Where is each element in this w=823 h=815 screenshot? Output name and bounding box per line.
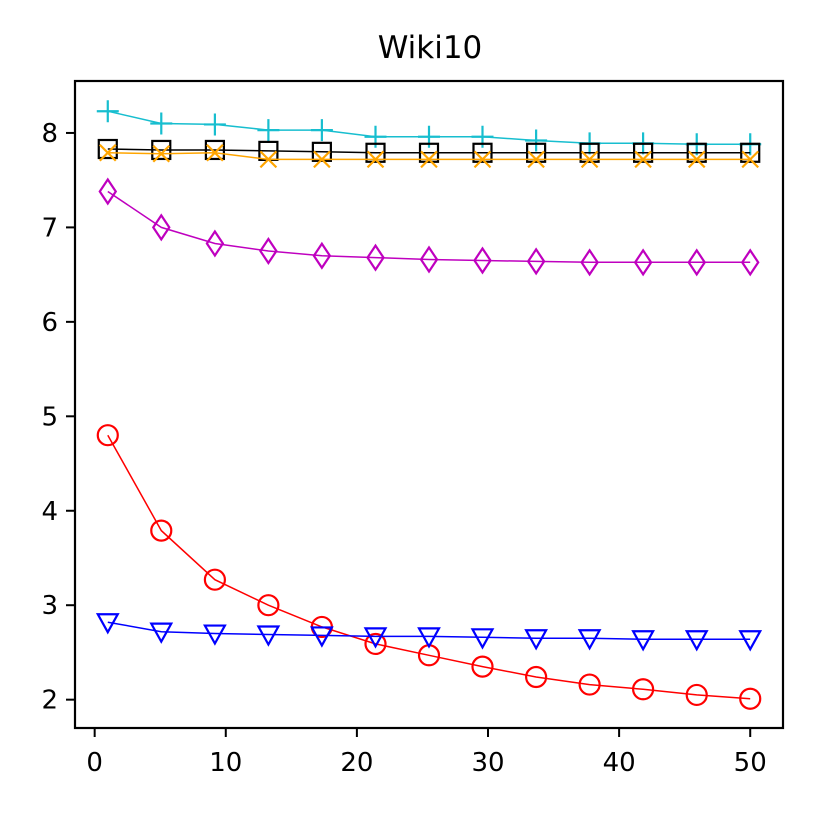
data-point-plus (310, 119, 333, 142)
data-point-square (472, 142, 493, 163)
data-point-diamond (98, 177, 118, 206)
data-point-circle (203, 568, 226, 591)
y-tick-label: 7 (41, 213, 58, 243)
series-blue-triangle (95, 613, 763, 652)
data-point-square (204, 139, 225, 161)
data-point-x (527, 150, 545, 169)
data-point-square (97, 138, 118, 160)
data-point-triangle (631, 630, 655, 652)
data-point-x (152, 144, 171, 163)
data-point-triangle (256, 625, 281, 647)
data-point-diamond (259, 237, 278, 265)
data-point-square (151, 139, 172, 161)
y-tick-label: 6 (41, 308, 58, 338)
data-point-triangle (203, 624, 227, 646)
data-point-square (686, 142, 707, 163)
data-point-x (98, 144, 117, 162)
data-point-diamond (580, 248, 599, 277)
data-point-circle (364, 632, 387, 656)
y-tick-label: 5 (41, 402, 58, 432)
data-point-square (579, 142, 600, 163)
data-point-plus (96, 100, 119, 123)
data-point-triangle (95, 613, 120, 635)
y-tick-label: 2 (41, 686, 58, 716)
data-point-triangle (310, 626, 334, 648)
data-point-triangle (149, 622, 174, 644)
series-cyan-plus (96, 100, 762, 156)
data-point-x (366, 150, 385, 169)
series-black-square (97, 138, 761, 163)
x-tick-label: 20 (340, 748, 373, 778)
data-point-circle (578, 673, 601, 696)
data-point-triangle (470, 628, 495, 650)
data-point-x (634, 150, 652, 169)
data-point-x (313, 150, 331, 169)
series-line (107, 621, 751, 640)
plot-frame (73, 79, 785, 730)
x-tick-label: 30 (471, 748, 504, 778)
data-point-circle (739, 687, 762, 710)
data-point-square (740, 142, 761, 163)
series-layer (95, 100, 763, 710)
data-point-x (259, 150, 278, 169)
y-tick-label: 8 (41, 119, 58, 149)
x-tick-label: 50 (734, 748, 767, 778)
series-orange-x (98, 144, 759, 169)
data-point-x (580, 150, 599, 169)
data-point-circle (632, 678, 655, 701)
data-point-plus (203, 113, 226, 136)
series-line (107, 190, 751, 264)
data-point-plus (257, 119, 280, 142)
data-point-diamond (366, 243, 385, 272)
y-tick-label: 3 (41, 591, 58, 621)
data-point-x (473, 150, 492, 169)
data-point-x (420, 150, 438, 169)
data-point-plus (150, 112, 173, 135)
x-tick-label: 40 (603, 748, 636, 778)
data-point-diamond (687, 248, 707, 277)
data-point-triangle (738, 630, 763, 652)
chart-title: Wiki10 (378, 30, 483, 66)
data-point-diamond (205, 229, 225, 258)
data-point-triangle (363, 627, 388, 649)
data-point-circle (685, 683, 708, 707)
data-point-diamond (633, 248, 653, 277)
data-point-diamond (473, 246, 492, 275)
data-point-circle (471, 655, 494, 678)
data-point-square (365, 142, 386, 163)
data-point-diamond (740, 248, 760, 277)
data-point-triangle (524, 629, 548, 651)
data-point-diamond (151, 213, 171, 242)
data-point-triangle (417, 627, 441, 649)
ticks-layer: 0 10 20 30 40 50 2 3 4 5 6 7 8 (41, 119, 766, 778)
x-tick-label: 10 (209, 748, 242, 778)
series-magenta-diamond (98, 177, 760, 277)
data-point-circle (150, 519, 173, 542)
data-point-circle (525, 665, 548, 689)
x-tick-label: 0 (86, 748, 103, 778)
data-point-diamond (312, 241, 332, 270)
series-line (107, 148, 751, 154)
data-point-diamond (526, 247, 546, 276)
data-point-circle (257, 594, 280, 617)
series-red-circle (96, 424, 762, 710)
y-tick-label: 4 (41, 497, 58, 527)
data-point-diamond (419, 245, 439, 274)
data-point-x (206, 144, 224, 162)
data-point-x (687, 150, 706, 169)
data-point-triangle (577, 629, 602, 651)
data-point-circle (96, 424, 119, 447)
data-point-square (418, 142, 440, 163)
data-point-x (741, 150, 759, 169)
series-line (107, 434, 751, 700)
data-point-plus (525, 129, 548, 152)
data-point-square (633, 142, 654, 163)
data-point-square (526, 142, 547, 163)
data-point-triangle (684, 630, 709, 652)
